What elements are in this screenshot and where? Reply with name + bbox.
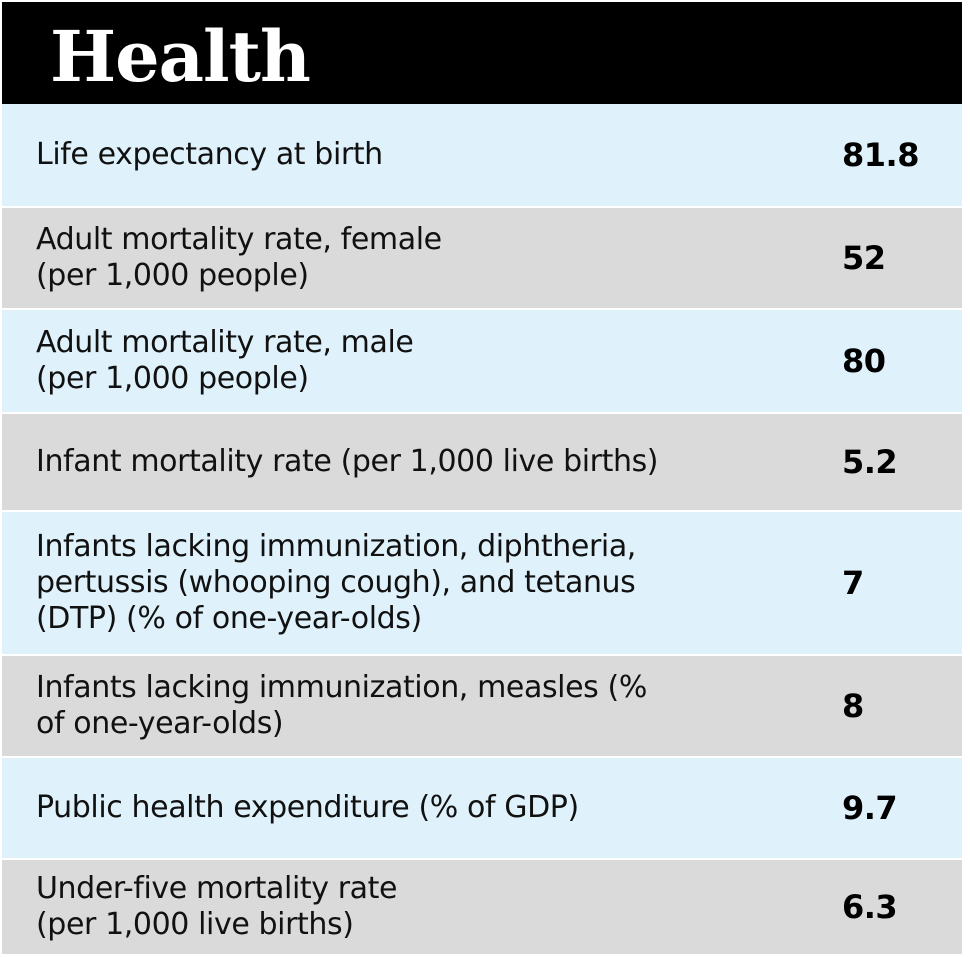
row-value: 80	[842, 342, 886, 380]
row-label: Life expectancy at birth	[36, 137, 383, 172]
table-title: Health	[50, 15, 311, 98]
table-row-adult-mortality-male: Adult mortality rate, male (per 1,000 pe…	[2, 308, 962, 412]
table-header: Health	[2, 2, 962, 104]
table-body: Life expectancy at birth 81.8 Adult mort…	[2, 104, 962, 954]
row-label: Infant mortality rate (per 1,000 live bi…	[36, 444, 659, 479]
row-label: Infants lacking immunization, measles (%…	[36, 670, 647, 741]
row-value: 5.2	[842, 443, 898, 481]
row-label: Infants lacking immunization, diphtheria…	[36, 529, 636, 636]
table-row-adult-mortality-female: Adult mortality rate, female (per 1,000 …	[2, 206, 962, 308]
table-row-public-health-expenditure: Public health expenditure (% of GDP) 9.7	[2, 756, 962, 858]
row-label: Adult mortality rate, female (per 1,000 …	[36, 222, 442, 293]
row-value: 6.3	[842, 888, 898, 926]
row-value: 81.8	[842, 136, 919, 174]
row-value: 7	[842, 564, 864, 602]
table-row-life-expectancy: Life expectancy at birth 81.8	[2, 104, 962, 206]
row-value: 9.7	[842, 789, 898, 827]
row-value: 52	[842, 239, 886, 277]
table-row-measles-immunization: Infants lacking immunization, measles (%…	[2, 654, 962, 756]
row-value: 8	[842, 687, 864, 725]
table-row-infant-mortality: Infant mortality rate (per 1,000 live bi…	[2, 412, 962, 510]
row-label: Public health expenditure (% of GDP)	[36, 790, 579, 825]
table-row-dtp-immunization: Infants lacking immunization, diphtheria…	[2, 510, 962, 654]
row-label: Under-five mortality rate (per 1,000 liv…	[36, 871, 398, 942]
table-row-under-five-mortality: Under-five mortality rate (per 1,000 liv…	[2, 858, 962, 954]
row-label: Adult mortality rate, male (per 1,000 pe…	[36, 325, 414, 396]
